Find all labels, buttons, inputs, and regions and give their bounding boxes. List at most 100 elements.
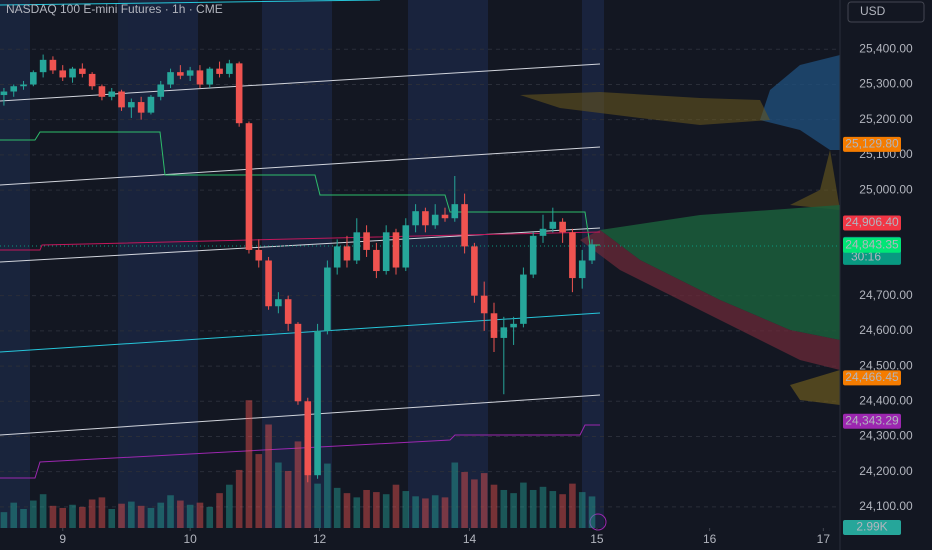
volume-bar [569,483,576,528]
volume-bar [216,493,223,528]
candle-body [480,295,488,314]
candle-body [137,102,145,113]
y-tick-label: 24,300.00 [859,429,913,443]
volume-bar [578,492,586,528]
candle-body [196,70,204,85]
candle-body [431,214,439,226]
candle-body [353,232,361,261]
volume-bar [500,489,508,528]
price-label-box [843,237,901,253]
candle-body [49,59,57,71]
candle-body [226,63,233,74]
volume-bar [559,494,566,528]
candle-body [304,401,312,476]
candle-body [108,91,116,97]
event-icon[interactable] [589,513,607,531]
y-tick-label: 24,400.00 [859,393,913,407]
time-axis [0,528,840,550]
volume-bar [128,501,135,528]
candle-body [128,102,135,108]
volume-bar [30,500,37,528]
y-tick-label: 25,000.00 [859,182,913,196]
x-tick-label: 17 [817,532,831,546]
volume-profile [520,55,840,405]
currency[interactable]: USD [860,4,886,18]
volume-bar [431,495,439,528]
candle-body [314,330,321,476]
volume-bar [461,472,468,528]
candle-body [471,246,478,296]
volume-bar [343,493,351,528]
candle-body [363,232,370,250]
volume-bar [441,497,449,528]
volume-bar [88,499,96,528]
price-axis [840,0,932,550]
y-tick-label: 24,200.00 [859,464,913,478]
volume-bar [471,479,478,528]
candle-body [79,68,86,74]
volume-bar [245,400,253,528]
candle-body [422,211,429,226]
price-label: 24,343.29 [845,413,899,427]
volume-bar [20,508,27,528]
volume-bar [147,507,155,528]
price-label-box [843,215,901,231]
volume-bar [49,505,57,528]
candle-body [333,246,341,268]
candle-body [118,91,125,108]
volume-bar [382,494,390,528]
y-tick-label: 25,400.00 [859,41,913,55]
candle-body [549,221,557,229]
candle-body [373,249,380,272]
volume-bar [196,502,204,528]
y-tick-label: 24,600.00 [859,323,913,337]
y-tick-label: 24,100.00 [859,499,913,513]
volume-bar [373,492,380,528]
volume-label-box [843,520,901,535]
candle-body [69,68,76,78]
candle-body [392,232,400,268]
volume-bar [157,502,165,528]
candle-body [382,232,390,272]
candle-body [235,63,243,124]
volume-bar [10,502,18,528]
candle-body [294,323,302,402]
x-tick-label: 12 [313,532,327,546]
volume-bar [108,508,116,528]
candle-body [98,86,106,97]
volume-bar [294,441,302,528]
candle-body [147,96,155,113]
volume-bar [265,424,272,528]
volume-bar [549,491,557,528]
candle-body [569,232,576,279]
volume-bar [177,500,184,528]
volume-bar [412,496,419,528]
candle-body [500,327,508,338]
volume-bar [235,469,243,528]
volume-bar [363,489,370,528]
candle-body [20,84,27,87]
x-tick-label: 10 [183,532,197,546]
volume-bar [118,503,125,528]
indicator-lines [0,0,840,479]
y-tick-label: 25,300.00 [859,77,913,91]
volume-bar [529,489,537,528]
candle-body [578,260,586,279]
volume-bar [324,463,331,528]
volume-bar [69,504,76,528]
volume-bar [255,454,263,528]
volume-bar [392,484,400,528]
volume-bar [284,470,292,528]
volume-bar [490,484,498,528]
volume-bars [0,400,596,528]
candle-body [412,211,419,226]
candle-body [539,228,547,236]
volume-bar [186,504,194,528]
currency-box[interactable] [847,1,925,23]
candle-body [10,86,18,92]
candle-body [30,72,37,85]
candle-body [265,260,272,307]
volume-bar [59,507,67,528]
candle-body [177,72,184,76]
